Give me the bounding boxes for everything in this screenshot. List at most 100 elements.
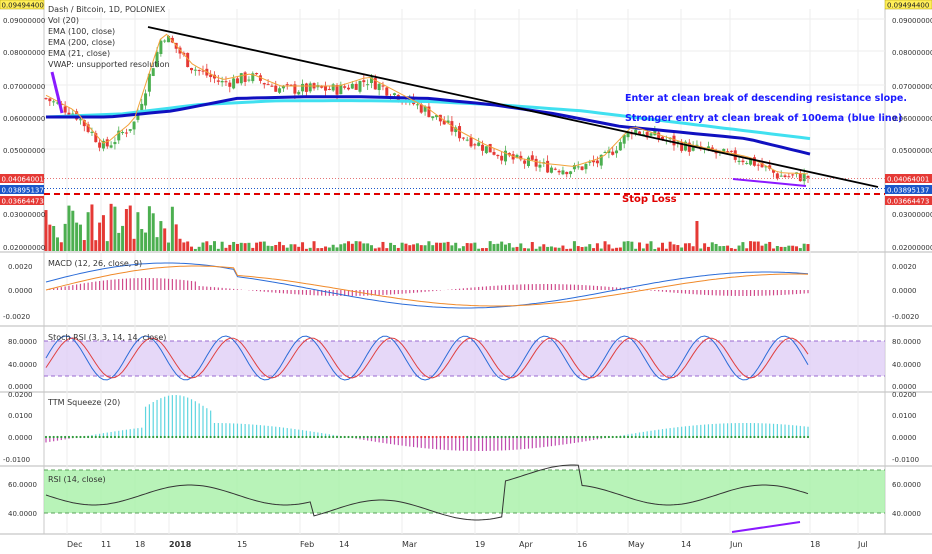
volume-bar xyxy=(554,247,557,251)
volume-bar xyxy=(90,204,93,251)
ttm-squeeze-dot xyxy=(49,436,51,438)
stoch-band xyxy=(44,341,885,376)
candle-body xyxy=(267,84,270,85)
ttm-histogram-bar xyxy=(704,425,705,437)
candle-body xyxy=(133,122,136,130)
ttm-squeeze-dot xyxy=(554,436,556,438)
ttm-squeeze-dot xyxy=(374,436,376,438)
ttm-tick-left-200: 0.0200 xyxy=(8,391,33,399)
macd-histogram-bar xyxy=(386,290,387,295)
macd-histogram-bar xyxy=(474,287,475,290)
volume-bar xyxy=(125,209,128,251)
macd-histogram-bar xyxy=(405,290,406,293)
volume-bar xyxy=(431,245,434,251)
price-tick-left-09: 0.09000000 xyxy=(3,17,45,25)
volume-bar xyxy=(803,244,806,251)
macd-histogram-bar xyxy=(317,290,318,295)
macd-tick-left-pos: 0.0020 xyxy=(8,263,33,271)
volume-bar xyxy=(477,249,480,251)
volume-bar xyxy=(561,246,564,251)
ttm-histogram-bar xyxy=(241,424,242,437)
volume-bar xyxy=(611,249,614,251)
ttm-squeeze-dot xyxy=(765,436,767,438)
volume-bar xyxy=(328,248,331,251)
macd-histogram-bar xyxy=(398,290,399,294)
macd-histogram-bar xyxy=(428,290,429,292)
ttm-squeeze-dot xyxy=(508,436,510,438)
macd-histogram-bar xyxy=(735,290,736,296)
ttm-squeeze-dot xyxy=(723,436,725,438)
macd-histogram-bar xyxy=(712,290,713,295)
ttm-squeeze-dot xyxy=(439,436,441,438)
ttm-squeeze-dot xyxy=(412,436,414,438)
volume-bar xyxy=(523,248,526,251)
ttm-histogram-bar xyxy=(758,423,759,437)
ttm-histogram-bar xyxy=(509,437,510,450)
candle-body xyxy=(577,166,580,167)
volume-bar xyxy=(688,243,691,251)
x-tick-jun: Jun xyxy=(729,540,743,549)
indicator-ema200: EMA (200, close) xyxy=(48,38,115,47)
ttm-squeeze-dot xyxy=(455,436,457,438)
macd-histogram-bar xyxy=(199,286,200,290)
macd-histogram-bar xyxy=(225,288,226,290)
macd-histogram-bar xyxy=(130,278,131,290)
ttm-squeeze-dot xyxy=(658,436,660,438)
ttm-squeeze-dot xyxy=(164,436,166,438)
ttm-histogram-bar xyxy=(689,426,690,437)
candle-body xyxy=(619,142,622,150)
macd-histogram-bar xyxy=(222,288,223,290)
volume-bar xyxy=(79,225,82,251)
ttm-squeeze-dot xyxy=(259,436,261,438)
candle-body xyxy=(355,84,358,90)
volume-bar xyxy=(167,243,170,251)
volume-bar xyxy=(148,206,151,251)
volume-bar xyxy=(351,244,354,251)
ttm-squeeze-dot xyxy=(746,436,748,438)
volume-bar xyxy=(129,206,132,251)
volume-bar xyxy=(592,248,595,251)
ttm-histogram-bar xyxy=(700,425,701,437)
macd-histogram-bar xyxy=(298,290,299,294)
ttm-squeeze-dot xyxy=(324,436,326,438)
ttm-squeeze-dot xyxy=(229,436,231,438)
volume-bar xyxy=(447,242,450,251)
volume-bar xyxy=(117,233,120,251)
candle-body xyxy=(489,144,492,152)
ttm-squeeze-dot xyxy=(390,436,392,438)
ttm-squeeze-dot xyxy=(654,436,656,438)
volume-bar xyxy=(661,243,664,251)
ttm-squeeze-dot xyxy=(711,436,713,438)
macd-histogram-bar xyxy=(482,287,483,290)
volume-bar xyxy=(535,249,538,251)
candle-body xyxy=(351,84,354,89)
ttm-squeeze-dot xyxy=(56,436,58,438)
ttm-squeeze-dot xyxy=(462,436,464,438)
ttm-squeeze-dot xyxy=(340,436,342,438)
ttm-squeeze-dot xyxy=(68,436,70,438)
volume-bar xyxy=(695,221,698,251)
macd-histogram-bar xyxy=(218,288,219,290)
ttm-histogram-bar xyxy=(562,437,563,445)
volume-bar xyxy=(136,212,139,251)
vol-tick-left-03: 0.03000000 xyxy=(3,211,45,219)
macd-histogram-bar xyxy=(256,290,257,291)
volume-bar xyxy=(508,243,511,251)
ttm-squeeze-dot xyxy=(780,436,782,438)
volume-bar xyxy=(638,242,641,251)
x-tick-jul: Jul xyxy=(857,540,868,549)
macd-histogram-bar xyxy=(505,285,506,290)
macd-histogram-bar xyxy=(283,290,284,293)
ttm-squeeze-dot xyxy=(627,436,629,438)
macd-histogram-bar xyxy=(723,290,724,296)
ttm-squeeze-dot xyxy=(298,436,300,438)
ttm-squeeze-dot xyxy=(60,436,62,438)
ttm-squeeze-dot xyxy=(137,436,139,438)
ttm-squeeze-dot xyxy=(524,436,526,438)
ttm-squeeze-dot xyxy=(504,436,506,438)
macd-histogram-bar xyxy=(214,287,215,290)
candle-body xyxy=(385,88,388,96)
ttm-squeeze-dot xyxy=(125,436,127,438)
ttm-squeeze-dot xyxy=(114,436,116,438)
